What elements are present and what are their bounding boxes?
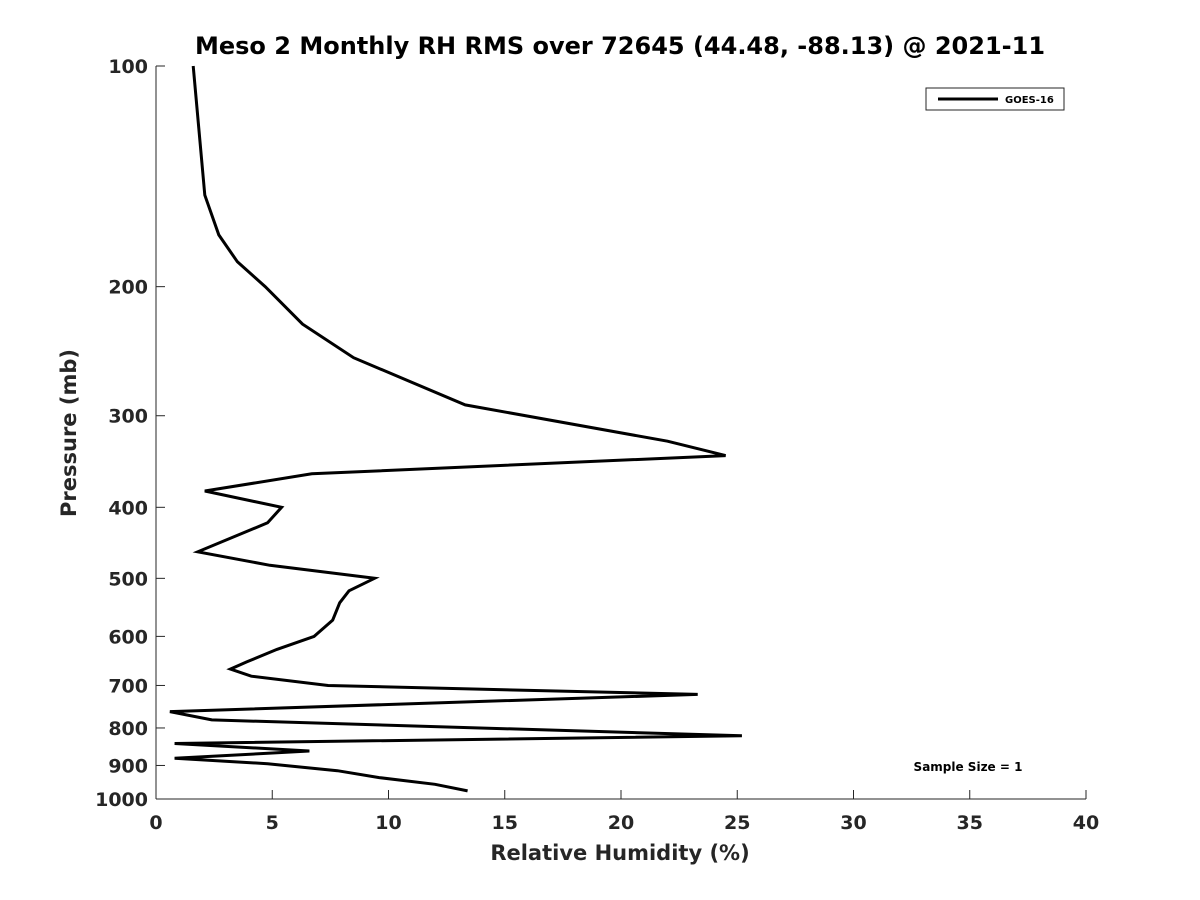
x-tick-label: 20 (608, 812, 634, 834)
x-tick-label: 40 (1073, 812, 1099, 834)
x-tick-label: 0 (149, 812, 162, 834)
y-axis-label: Pressure (mb) (57, 349, 81, 517)
x-tick-label: 35 (957, 812, 983, 834)
y-tick-label: 800 (108, 718, 148, 740)
y-tick-label: 600 (108, 626, 148, 648)
y-tick-label: 900 (108, 755, 148, 777)
y-tick-label: 700 (108, 675, 148, 697)
sample-size-annotation: Sample Size = 1 (914, 760, 1023, 774)
axis-ticks: 0 5 10 15 20 25 30 35 40 100 200 300 400 500 600 700 800… (95, 56, 1099, 834)
y-tick-label: 1000 (95, 789, 148, 811)
y-tick-label: 100 (108, 56, 148, 78)
y-tick-label: 300 (108, 406, 148, 428)
chart-title: Meso 2 Monthly RH RMS over 72645 (44.48,… (195, 32, 1045, 60)
y-tick-label: 400 (108, 497, 148, 519)
x-tick-label: 30 (840, 812, 866, 834)
y-tick-label: 500 (108, 568, 148, 590)
x-tick-label: 15 (492, 812, 518, 834)
series-line-goes-16 (169, 65, 742, 793)
x-tick-label: 5 (266, 812, 279, 834)
legend-label: GOES-16 (1005, 95, 1054, 106)
series-group (169, 65, 742, 793)
legend: GOES-16 (925, 87, 1065, 111)
x-axis-label: Relative Humidity (%) (490, 841, 749, 865)
x-tick-label: 25 (724, 812, 750, 834)
x-tick-label: 10 (375, 812, 401, 834)
y-tick-label: 200 (108, 277, 148, 299)
